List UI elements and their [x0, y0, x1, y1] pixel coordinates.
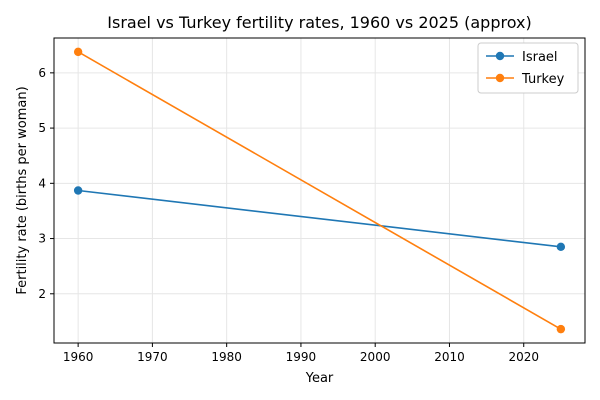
legend: Israel Turkey [477, 42, 579, 94]
plot-area [53, 37, 586, 344]
data-point-israel [73, 186, 83, 195]
grid [54, 38, 585, 343]
x-tick-label: 1980 [211, 350, 242, 364]
y-tick-label: 3 [38, 232, 46, 246]
y-tick-label: 2 [38, 287, 46, 301]
data-point-turkey [556, 324, 566, 334]
axis-ticks: 1960 1970 1980 1990 2000 2010 2020 2 3 4 5 6 [38, 66, 539, 364]
chart-title: Israel vs Turkey fertility rates, 1960 v… [107, 13, 531, 32]
legend-label-turkey: Turkey [521, 72, 565, 87]
y-tick-label: 5 [38, 121, 46, 135]
y-tick-label: 6 [38, 66, 46, 80]
y-tick-label: 4 [38, 176, 46, 190]
x-tick-label: 1990 [286, 350, 317, 364]
series-line-turkey [77, 51, 562, 330]
legend-swatch-marker [495, 51, 505, 61]
series-group [73, 47, 566, 334]
x-axis-label: Year [305, 371, 334, 386]
data-point-turkey [73, 47, 83, 57]
x-tick-label: 2020 [508, 350, 539, 364]
series-line-israel [78, 189, 561, 248]
x-tick-label: 2000 [360, 350, 391, 364]
x-tick-label: 1960 [63, 350, 94, 364]
legend-swatch-marker [495, 73, 505, 83]
y-axis-label: Fertility rate (births per woman) [15, 86, 30, 294]
data-point-israel [556, 242, 566, 252]
x-tick-label: 1970 [137, 350, 168, 364]
legend-label-israel: Israel [522, 50, 558, 65]
x-tick-label: 2010 [434, 350, 465, 364]
